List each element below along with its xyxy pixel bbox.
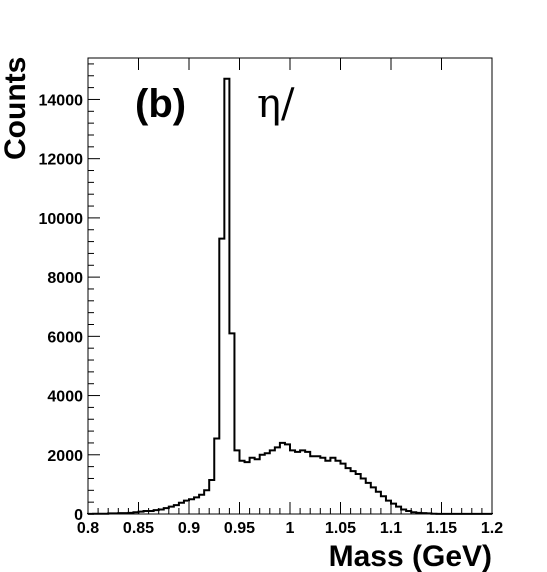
x-tick-labels: 0.8 0.85 0.9 0.95 1 1.05 1.1 1.15 1.2 <box>77 520 503 537</box>
y-tick-label: 6000 <box>47 329 83 346</box>
x-tick-label: 0.95 <box>224 520 255 537</box>
y-tick-label: 4000 <box>47 389 83 406</box>
eta-prime-annotation: η/ <box>257 81 295 127</box>
x-tick-label: 0.8 <box>77 520 99 537</box>
histogram-series <box>87 77 493 515</box>
x-tick-label: 0.9 <box>178 520 200 537</box>
x-tick-label: 0.85 <box>123 520 154 537</box>
y-tick-label: 12000 <box>39 152 84 169</box>
y-tick-label: 2000 <box>47 448 83 465</box>
x-axis-title: Mass (GeV) <box>329 540 492 572</box>
y-tick-label: 8000 <box>47 270 83 287</box>
x-tick-label: 1.1 <box>380 520 402 537</box>
y-tick-labels: 0 2000 4000 6000 8000 10000 12000 14000 <box>39 92 84 524</box>
x-tick-label: 1.15 <box>426 520 457 537</box>
x-tick-label: 1 <box>286 520 295 537</box>
x-tick-label: 1.05 <box>325 520 356 537</box>
y-tick-label: 0 <box>74 507 83 524</box>
panel-label: (b) <box>135 82 186 126</box>
y-tick-label: 10000 <box>39 211 84 228</box>
y-axis-title: Counts <box>0 57 32 160</box>
y-tick-label: 14000 <box>39 92 84 109</box>
x-tick-label: 1.2 <box>481 520 503 537</box>
